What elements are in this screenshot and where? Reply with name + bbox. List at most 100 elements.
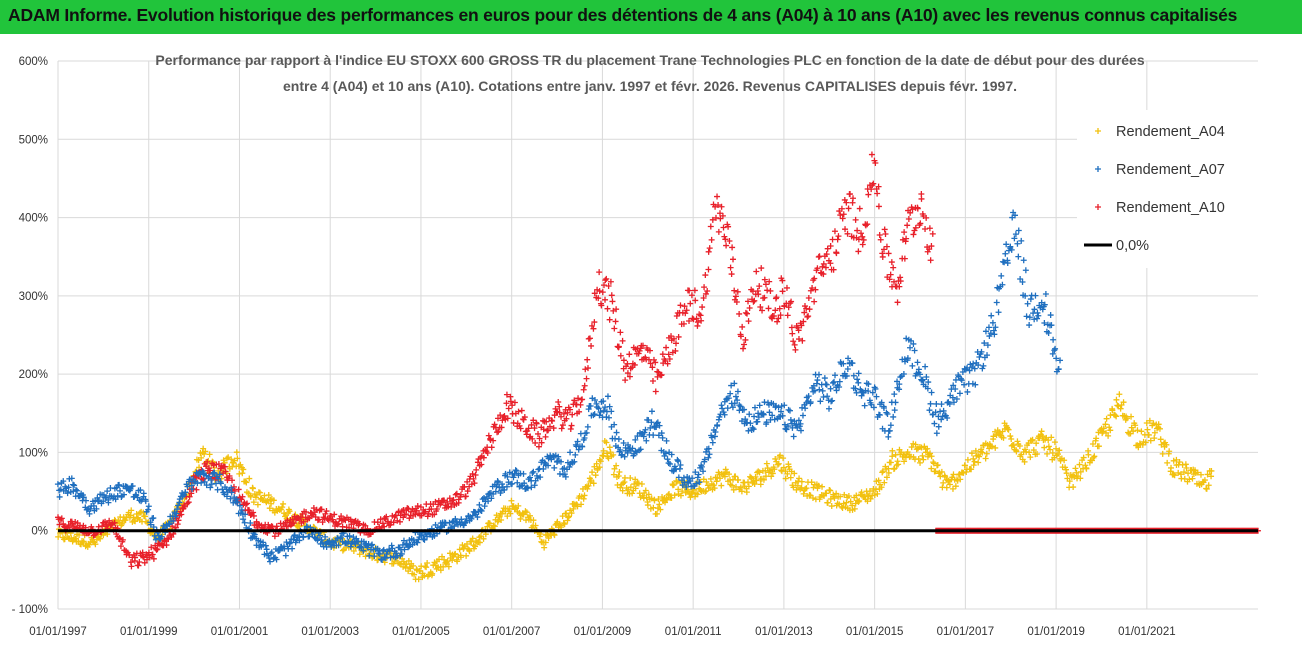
data-point [751, 404, 758, 411]
data-point [632, 436, 639, 443]
data-point [111, 519, 118, 526]
data-point [504, 473, 511, 480]
data-point [878, 399, 885, 406]
data-point [675, 474, 682, 481]
data-point [410, 562, 417, 569]
data-point [964, 456, 971, 463]
data-point [1027, 454, 1034, 461]
data-point [319, 519, 326, 526]
data-point [590, 412, 597, 419]
y-tick-label: 0% [31, 526, 48, 538]
data-point [774, 461, 781, 468]
data-point [673, 340, 680, 347]
data-point [663, 437, 670, 444]
data-point [709, 216, 716, 223]
data-point [842, 226, 849, 233]
data-point [580, 495, 587, 502]
data-point [829, 397, 836, 404]
data-point [576, 408, 583, 415]
data-point [335, 542, 342, 549]
data-point [466, 548, 473, 555]
data-point [537, 474, 544, 481]
data-point [1012, 212, 1019, 219]
data-point [1128, 413, 1135, 420]
data-point [769, 470, 776, 477]
data-point [480, 454, 487, 461]
data-point [249, 485, 256, 492]
data-point [732, 293, 739, 300]
chart-title-line1: Performance par rapport à l'indice EU ST… [155, 52, 1144, 68]
data-point [883, 474, 890, 481]
data-point [984, 352, 991, 359]
data-point [1201, 477, 1208, 484]
data-point [337, 534, 344, 541]
data-point [924, 385, 931, 392]
data-point [976, 453, 983, 460]
data-point [834, 236, 841, 243]
data-point [778, 467, 785, 474]
data-point [1155, 421, 1162, 428]
data-point [1003, 241, 1010, 248]
data-point [401, 546, 408, 553]
data-point [621, 453, 628, 460]
data-point [644, 502, 651, 509]
data-point [747, 420, 754, 427]
data-point [509, 480, 516, 487]
data-point [680, 320, 687, 327]
data-point [433, 506, 440, 513]
data-point [728, 271, 735, 278]
data-point [940, 407, 947, 414]
data-point [872, 385, 879, 392]
data-point [158, 533, 165, 540]
data-point [1057, 357, 1064, 364]
data-point [217, 480, 224, 487]
data-point [613, 306, 620, 313]
data-point [390, 519, 397, 526]
data-point [598, 302, 605, 309]
data-point [1031, 306, 1038, 313]
data-point [542, 433, 549, 440]
data-point [626, 373, 633, 380]
data-point [468, 515, 475, 522]
data-point [864, 221, 871, 228]
data-point [913, 446, 920, 453]
data-point [788, 324, 795, 331]
data-point [762, 473, 769, 480]
data-point [865, 381, 872, 388]
data-point [920, 456, 927, 463]
data-point [153, 546, 160, 553]
data-point [729, 244, 736, 251]
data-point [946, 400, 953, 407]
data-point [593, 460, 600, 467]
data-point [270, 497, 277, 504]
data-point [895, 461, 902, 468]
data-point [811, 275, 818, 282]
data-point [827, 243, 834, 250]
data-point [679, 488, 686, 495]
data-point [591, 411, 598, 418]
data-point [484, 523, 491, 530]
data-point [371, 553, 378, 560]
data-point [599, 452, 606, 459]
data-point [807, 287, 814, 294]
data-point [1022, 292, 1029, 299]
data-point [393, 550, 400, 557]
data-point [695, 471, 702, 478]
data-point [255, 521, 262, 528]
data-point [240, 466, 247, 473]
data-point [705, 454, 712, 461]
data-point [538, 439, 545, 446]
data-point [894, 299, 901, 306]
data-point [1035, 312, 1042, 319]
data-point [381, 554, 388, 561]
y-tick-label: 100% [19, 447, 48, 459]
data-point [708, 236, 715, 243]
data-point [875, 183, 882, 190]
data-point [742, 416, 749, 423]
data-point [76, 532, 83, 539]
data-point [619, 487, 626, 494]
data-point [400, 537, 407, 544]
data-point [267, 558, 274, 565]
data-point [634, 433, 641, 440]
data-point [887, 271, 894, 278]
